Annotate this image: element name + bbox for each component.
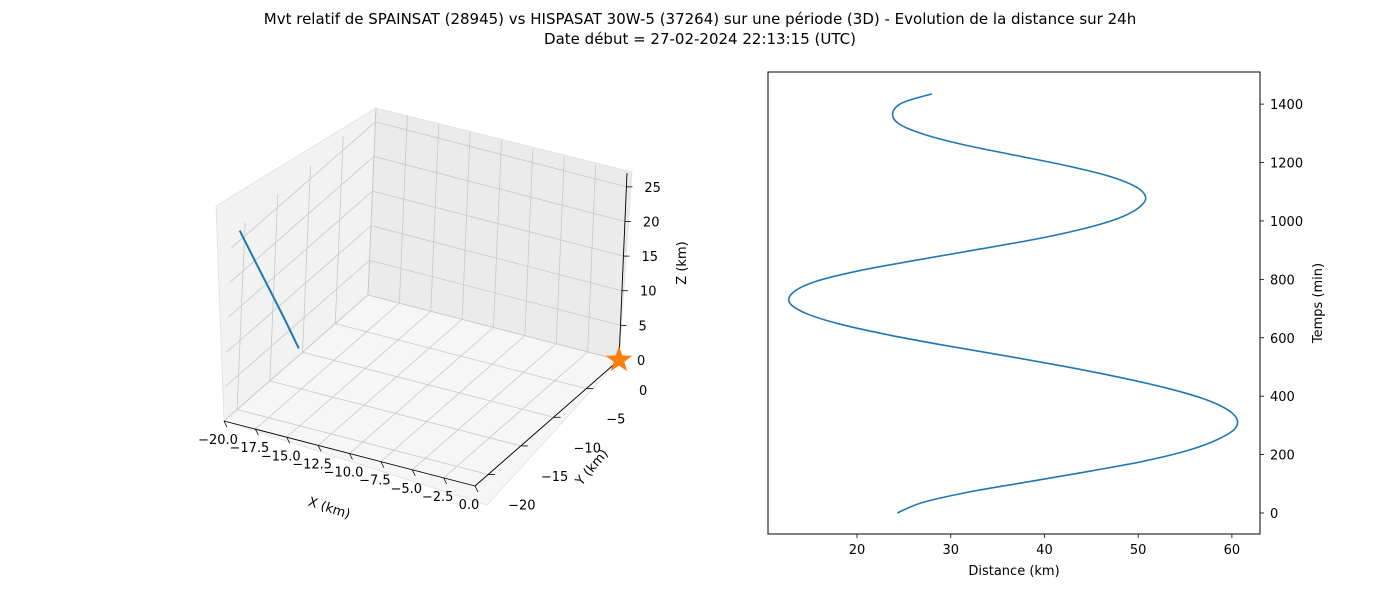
z-tick-label: 20 bbox=[643, 215, 660, 230]
grid-line bbox=[524, 148, 534, 336]
x-tick bbox=[349, 453, 353, 460]
x-tick-label: 0.0 bbox=[459, 498, 480, 513]
grid-line bbox=[367, 107, 377, 296]
y-tick-label: 400 bbox=[1270, 390, 1295, 405]
grid-line bbox=[334, 136, 344, 324]
y-tick-label: 1400 bbox=[1270, 98, 1303, 113]
z-tick-label: 5 bbox=[638, 319, 646, 334]
grid-line bbox=[367, 294, 620, 361]
grid-line bbox=[587, 164, 597, 352]
grid-line bbox=[430, 124, 440, 312]
y-tick-label: 1200 bbox=[1270, 157, 1303, 172]
grid-line bbox=[236, 409, 489, 475]
trajectory-line bbox=[238, 230, 300, 349]
x-tick bbox=[286, 437, 291, 444]
grid-line bbox=[229, 156, 375, 283]
x-tick bbox=[380, 461, 385, 468]
z-tick-label: 15 bbox=[641, 250, 658, 265]
y-axis-label-2d: Temps (min) bbox=[1311, 263, 1326, 344]
grid-line bbox=[380, 335, 526, 462]
grid-line bbox=[302, 165, 311, 353]
plot-frame bbox=[767, 71, 1261, 535]
grid-3d bbox=[223, 107, 628, 487]
x-tick-label: 30 bbox=[942, 543, 959, 558]
star-marker bbox=[605, 346, 633, 372]
grid-line bbox=[286, 310, 432, 438]
x-axis-label-2d: Distance (km) bbox=[968, 564, 1059, 579]
x-tick bbox=[255, 428, 259, 436]
figure-title: Mvt relatif de SPAINSAT (28945) vs HISPA… bbox=[263, 10, 1137, 28]
figure-subtitle: Date début = 27-02-2024 22:13:15 (UTC) bbox=[544, 30, 856, 48]
grid-line bbox=[317, 319, 463, 446]
x-tick-label: −15.0 bbox=[261, 449, 301, 464]
x-axis-label: X (km) bbox=[306, 495, 352, 523]
x-tick-label: 20 bbox=[849, 543, 866, 558]
grid-line bbox=[269, 193, 279, 381]
y-tick-label: −5 bbox=[606, 413, 625, 428]
grid-line bbox=[398, 116, 408, 304]
grid-line bbox=[555, 156, 565, 344]
y-tick-label: 200 bbox=[1270, 449, 1295, 464]
x-tick-label: 60 bbox=[1224, 543, 1241, 558]
grid-line bbox=[493, 140, 502, 328]
axis-line bbox=[618, 172, 628, 361]
distance-line bbox=[787, 93, 1239, 514]
x-tick-label: −12.5 bbox=[292, 457, 332, 472]
x-tick bbox=[317, 445, 322, 452]
y-tick-label: 1000 bbox=[1270, 215, 1303, 230]
grid-line bbox=[370, 225, 623, 292]
x-tick bbox=[474, 485, 479, 493]
grid-line bbox=[375, 121, 627, 188]
grid-line bbox=[411, 343, 557, 471]
x-tick-label: −2.5 bbox=[422, 490, 454, 505]
axis-line bbox=[474, 359, 620, 487]
x-tick-label: −10.0 bbox=[324, 466, 364, 481]
x-tick-label: 40 bbox=[1036, 543, 1053, 558]
z-tick-label: 0 bbox=[637, 354, 645, 369]
grid-line bbox=[225, 260, 370, 387]
y-tick-label: 600 bbox=[1270, 332, 1295, 347]
grid-line bbox=[373, 156, 626, 222]
x-tick bbox=[411, 469, 416, 476]
y-tick-label: 0 bbox=[1270, 507, 1278, 522]
x-tick-label: −17.5 bbox=[229, 441, 269, 456]
grid-line bbox=[223, 294, 369, 422]
y-tick-label: −15 bbox=[541, 470, 568, 485]
grid-line bbox=[236, 222, 246, 410]
x-tick-label: 50 bbox=[1130, 543, 1147, 558]
z-tick-label: 25 bbox=[644, 181, 661, 196]
x-tick bbox=[443, 477, 447, 485]
grid-line bbox=[228, 190, 373, 318]
x-tick-label: −5.0 bbox=[390, 482, 422, 497]
grid-line bbox=[461, 132, 471, 320]
grid-line bbox=[372, 190, 624, 257]
chart-3d: −20.0−17.5−15.0−12.5−10.0−7.5−5.0−2.5 0.0… bbox=[198, 107, 690, 523]
grid-line bbox=[349, 327, 494, 454]
ticks-3d: −20.0−17.5−15.0−12.5−10.0−7.5−5.0−2.5 0.0… bbox=[198, 181, 661, 514]
x-tick-label: −20.0 bbox=[198, 433, 238, 448]
x-tick bbox=[223, 420, 228, 428]
z-axis-label: Z (km) bbox=[675, 241, 690, 284]
grid-line bbox=[302, 351, 554, 418]
grid-line bbox=[255, 302, 400, 430]
y-tick-label: −10 bbox=[574, 441, 601, 456]
grid-line bbox=[269, 380, 521, 447]
grid-line bbox=[231, 121, 376, 249]
grid-line bbox=[335, 323, 587, 390]
grid-line bbox=[369, 259, 621, 326]
grid-line bbox=[226, 225, 372, 353]
z-tick-label: 10 bbox=[640, 285, 657, 300]
y-tick-label: 0 bbox=[639, 384, 647, 399]
grid-line bbox=[443, 351, 588, 479]
y-tick-label: 800 bbox=[1270, 273, 1295, 288]
y-tick-label: −20 bbox=[508, 499, 535, 514]
x-tick-label: −7.5 bbox=[359, 474, 391, 489]
